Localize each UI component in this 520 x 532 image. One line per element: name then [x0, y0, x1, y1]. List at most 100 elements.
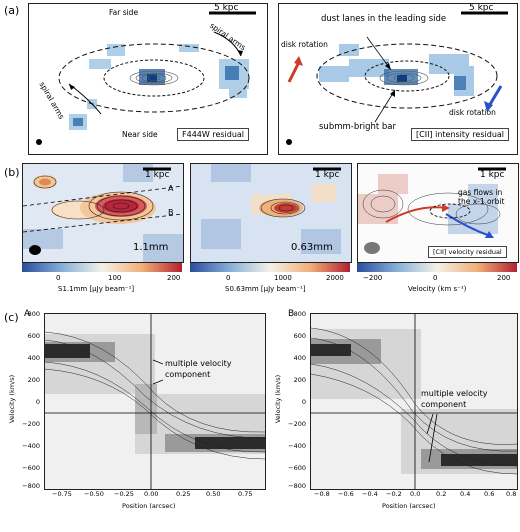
disk-rotation-label: disk rotation	[449, 108, 496, 117]
y-tick: 200	[293, 376, 306, 384]
cbar-tick: 0	[226, 274, 231, 282]
x-tick: 0.50	[206, 490, 221, 498]
dust-lanes-label: dust lanes in the leading side	[321, 14, 447, 24]
colorbar-3	[357, 263, 517, 272]
y-tick: −600	[22, 464, 40, 472]
gas-flows-label: gas flows in the x-1 orbit	[458, 188, 505, 206]
colorbar-2-label: S0.63mm [μJy beam⁻¹]	[225, 285, 306, 293]
panel-title: [CII] velocity residual	[428, 246, 507, 258]
panel-label-b: (b)	[4, 166, 20, 179]
colorbar-3-label: Velocity (km s⁻¹)	[408, 285, 467, 293]
x-tick: 0.8	[506, 490, 517, 498]
cbar-tick: 100	[108, 274, 122, 282]
f444w-residual-panel: 5 kpc Far side Near side spiral arms spi…	[28, 3, 268, 155]
far-side-label: Far side	[109, 8, 139, 17]
x-tick: −0.25	[114, 490, 134, 498]
bar-label: submm-bright bar	[319, 122, 397, 132]
colorbar-1-label: S1.1mm [μJy beam⁻¹]	[58, 285, 135, 293]
cii-intensity-panel: 5 kpc dust lanes in the leading side dis…	[278, 3, 518, 155]
map-1-1mm-image	[23, 164, 183, 262]
y-tick: −600	[288, 464, 306, 472]
line-a-label: A	[168, 184, 174, 193]
scalebar-label: 1 kpc	[480, 170, 505, 180]
cii-velocity-panel: 1 kpc gas flows in the x-1 orbit [CII] v…	[357, 163, 519, 263]
x-tick: 0.6	[484, 490, 495, 498]
map-0-63mm: 1 kpc 0.63mm	[190, 163, 352, 263]
panel-label-c: (c)	[4, 311, 19, 324]
x-tick: 0.4	[460, 490, 471, 498]
x-tick: 0.2	[436, 490, 447, 498]
x-tick: −0.8	[314, 490, 330, 498]
y-tick: 200	[27, 376, 40, 384]
colorbar-1	[22, 263, 182, 272]
x-tick: 0.0	[410, 490, 421, 498]
scalebar-label: 5 kpc	[469, 3, 494, 13]
pv-diagram-a: multiple velocity component	[44, 313, 266, 490]
y-tick: 400	[27, 354, 40, 362]
y-axis-title: Velocity (km/s)	[8, 374, 17, 424]
wavelength-label: 1.1mm	[133, 242, 169, 253]
line-b-label: B	[168, 208, 174, 217]
panel-title: [CII] intensity residual	[411, 128, 510, 141]
x-axis-title: Position (arcsec)	[122, 502, 176, 510]
y-tick: −800	[22, 482, 40, 490]
annotation-label: multiple velocity component	[421, 389, 488, 409]
cbar-tick: 0	[56, 274, 61, 282]
wavelength-label: 0.63mm	[291, 242, 333, 253]
pv-diagram-b: multiple velocity component	[310, 313, 518, 490]
panel-title: F444W residual	[177, 128, 250, 141]
cbar-tick: 200	[167, 274, 181, 282]
x-tick: 0.00	[144, 490, 159, 498]
cbar-tick: 200	[497, 274, 511, 282]
y-tick: 0	[35, 398, 40, 406]
annotation-label: multiple velocity component	[165, 359, 232, 379]
cii-intensity-image	[286, 11, 508, 145]
colorbar-2-ticks: 0 1000 2000	[190, 274, 350, 284]
colorbar-2	[190, 263, 350, 272]
x-tick: −0.75	[52, 490, 72, 498]
colorbar-3-ticks: −200 0 200	[357, 274, 517, 284]
cbar-tick: −200	[363, 274, 383, 282]
cii-velocity-image	[358, 164, 518, 262]
y-tick: 0	[301, 398, 306, 406]
y-tick: 800	[27, 310, 40, 318]
y-tick: −200	[22, 420, 40, 428]
y-tick: 600	[293, 332, 306, 340]
x-axis-title: Position (arcsec)	[382, 502, 436, 510]
disk-rotation-label: disk rotation	[281, 40, 328, 49]
y-axis-ticks: 800 600 400 200 0 −200 −400 −600 −800	[284, 310, 308, 490]
x-axis-ticks: −0.8 −0.6 −0.4 −0.2 0.0 0.2 0.4 0.6 0.8	[310, 490, 516, 500]
y-tick: 400	[293, 354, 306, 362]
x-tick: −0.6	[338, 490, 354, 498]
f444w-image	[36, 11, 256, 145]
y-axis-ticks: 800 600 400 200 0 −200 −400 −600 −800	[18, 310, 42, 490]
y-axis-title: Velocity (km/s)	[274, 374, 283, 424]
scalebar-label: 5 kpc	[214, 3, 239, 13]
y-tick: 600	[27, 332, 40, 340]
cut-label: B	[288, 309, 295, 319]
x-tick: 0.25	[176, 490, 191, 498]
panel-label-a: (a)	[4, 4, 20, 17]
y-tick: 800	[293, 310, 306, 318]
cbar-tick: 1000	[274, 274, 292, 282]
colorbar-1-ticks: 0 100 200	[22, 274, 182, 284]
cbar-tick: 2000	[326, 274, 344, 282]
map-0-63mm-image	[191, 164, 351, 262]
y-tick: −400	[22, 442, 40, 450]
y-tick: −400	[288, 442, 306, 450]
near-side-label: Near side	[122, 130, 158, 139]
x-tick: −0.4	[362, 490, 378, 498]
pv-diagram-a-image	[45, 314, 265, 489]
map-1-1mm: 1 kpc A B 1.1mm	[22, 163, 184, 263]
x-tick: −0.2	[386, 490, 402, 498]
x-tick: −0.50	[84, 490, 104, 498]
pv-diagram-b-image	[311, 314, 517, 489]
x-tick: 0.75	[238, 490, 253, 498]
y-tick: −800	[288, 482, 306, 490]
cbar-tick: 0	[433, 274, 438, 282]
cut-label: A	[24, 309, 31, 319]
scalebar-label: 1 kpc	[145, 170, 170, 180]
scalebar-label: 1 kpc	[315, 170, 340, 180]
x-axis-ticks: −0.75 −0.50 −0.25 0.00 0.25 0.50 0.75	[44, 490, 264, 500]
y-tick: −200	[288, 420, 306, 428]
